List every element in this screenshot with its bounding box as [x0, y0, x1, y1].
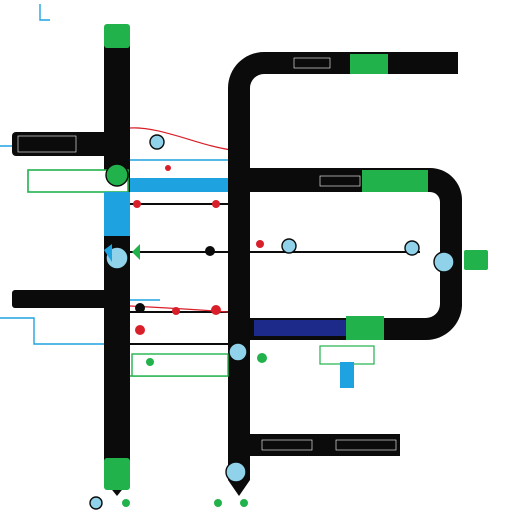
upper-left-spur-label — [17, 135, 77, 153]
node-dot-icon — [146, 358, 154, 366]
node-dot-icon — [165, 165, 171, 171]
lower-left-spur — [12, 290, 130, 308]
triangle-marker-icon — [132, 244, 140, 260]
blue-block-left — [104, 192, 130, 236]
blue-lead — [39, 4, 50, 21]
node-dot-icon — [135, 303, 145, 313]
label-box — [319, 175, 361, 187]
green-panel-lower — [346, 316, 384, 340]
green-panel-middle — [362, 170, 428, 192]
green-panel-top — [350, 54, 388, 74]
globe-icon — [89, 496, 103, 510]
green-callout-left — [27, 169, 129, 193]
node-dot-icon — [172, 307, 180, 315]
station-icons — [89, 134, 455, 510]
left-track-top-cap — [104, 24, 130, 48]
green-callout-right — [319, 345, 375, 365]
triangle-marker-icon — [104, 244, 112, 262]
blue-callout-right — [340, 362, 354, 388]
node-dot-icon — [214, 499, 222, 507]
globe-icon — [225, 461, 247, 483]
node-dot-icon — [240, 499, 248, 507]
e-shape-spine — [228, 52, 458, 480]
globe-icon — [281, 238, 297, 254]
node-dot-icon — [205, 246, 215, 256]
arrow-markers — [104, 244, 140, 262]
node-dot-icon — [212, 200, 220, 208]
globe-icon — [228, 342, 248, 362]
blue-crossbar — [130, 178, 230, 192]
node-dot-icon — [211, 305, 221, 315]
e-shape-bottom-point — [228, 480, 250, 496]
node-dots — [122, 165, 267, 507]
e-shape-bottom-arm — [250, 434, 400, 456]
label-box — [335, 439, 397, 451]
label-box — [293, 57, 331, 69]
e-shape-middle-loop — [250, 168, 462, 341]
green-tag-right — [464, 250, 488, 270]
red-connector — [129, 127, 233, 151]
globe-icon — [149, 134, 165, 150]
navy-bar — [254, 320, 346, 336]
globe-icon — [105, 163, 129, 187]
label-boxes — [261, 57, 397, 451]
left-track-bottom-cap — [104, 458, 130, 490]
node-dot-icon — [133, 200, 141, 208]
node-dot-icon — [257, 353, 267, 363]
globe-icon — [433, 251, 455, 273]
node-dot-icon — [122, 499, 130, 507]
label-box — [261, 439, 313, 451]
node-dot-icon — [256, 240, 264, 248]
blue-lead — [130, 150, 241, 161]
globe-icon — [404, 240, 420, 256]
blue-lead — [0, 317, 110, 345]
node-dot-icon — [135, 325, 145, 335]
green-callout-center — [131, 353, 229, 377]
